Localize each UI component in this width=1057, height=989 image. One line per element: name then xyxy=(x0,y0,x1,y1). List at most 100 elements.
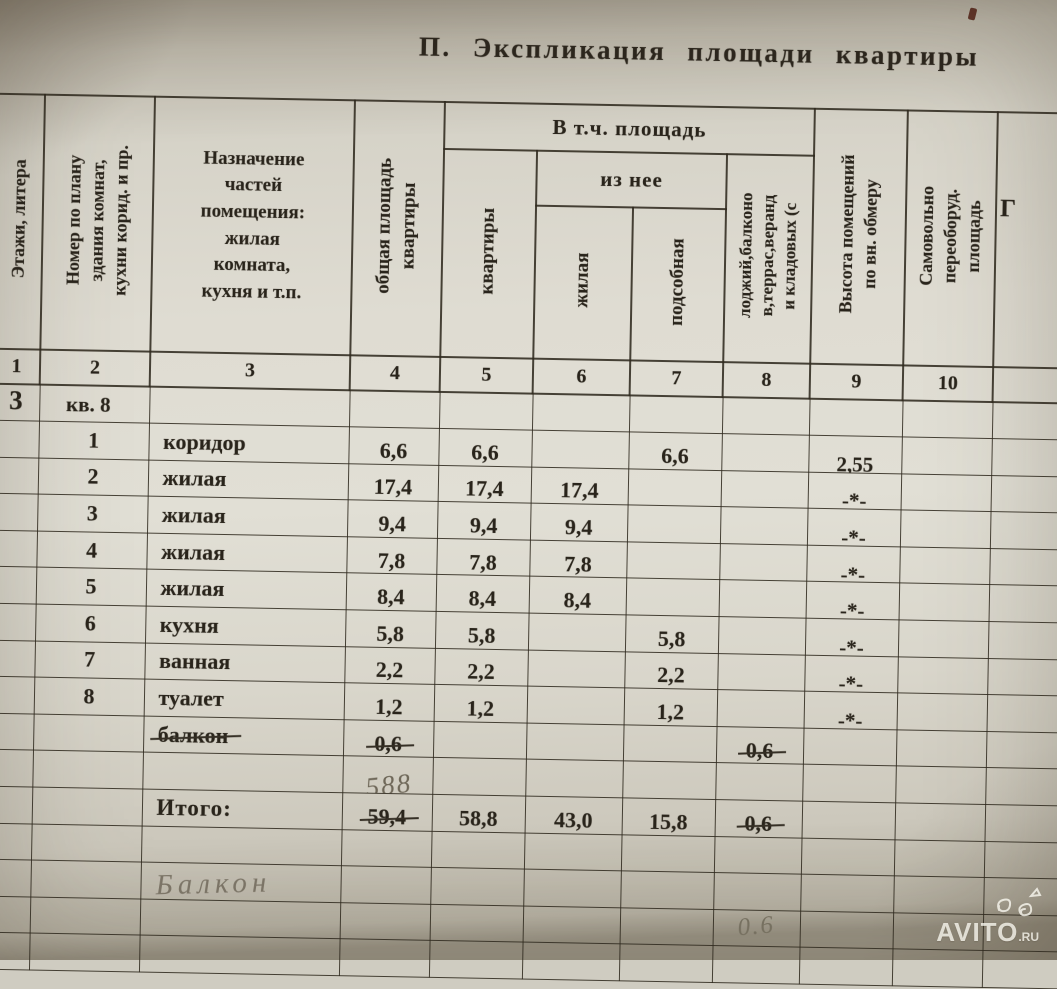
cell-value: 9,4 xyxy=(564,514,593,540)
cell: жилая xyxy=(146,496,348,537)
cell-value: Итого: xyxy=(156,794,233,822)
cell: -*- xyxy=(807,471,902,511)
cell: 17,4 xyxy=(347,463,439,502)
cell-value: жилая xyxy=(162,465,227,492)
cell-value: 1,2 xyxy=(466,695,495,722)
cell-value: 2,2 xyxy=(657,662,685,688)
cell: кухня xyxy=(144,606,346,647)
cell xyxy=(527,649,625,689)
cell xyxy=(0,530,38,568)
cell-value: туалет xyxy=(158,684,225,712)
cell xyxy=(901,400,993,439)
cell: 0,6 xyxy=(342,719,434,758)
cell-value: -*- xyxy=(839,635,864,657)
cell: жилая xyxy=(147,459,349,501)
cell xyxy=(898,583,990,622)
cell xyxy=(29,896,141,936)
cell: 3 xyxy=(0,383,40,422)
cell: -*- xyxy=(806,508,901,547)
cell-value: 5,8 xyxy=(376,620,405,647)
cell-value: кухня xyxy=(159,611,219,638)
cell xyxy=(989,511,1057,550)
column-number: 10 xyxy=(902,365,994,403)
cell xyxy=(720,470,809,509)
cell-value: жилая xyxy=(160,575,225,602)
cell xyxy=(800,837,895,877)
cell xyxy=(988,584,1057,624)
cell xyxy=(525,722,624,762)
cell-value: 6,6 xyxy=(661,442,689,469)
cell: 0.6 xyxy=(712,909,801,948)
cell xyxy=(142,752,343,793)
cell xyxy=(522,905,621,945)
cell xyxy=(0,493,38,531)
cell xyxy=(900,473,992,512)
cell xyxy=(983,841,1057,880)
cell-value: Балкон xyxy=(154,865,272,901)
cell xyxy=(899,546,990,585)
cell xyxy=(149,386,350,427)
cell: 17,4 xyxy=(530,466,629,506)
cell: 9,4 xyxy=(436,501,531,540)
cell xyxy=(525,759,623,798)
cell-value: 6,6 xyxy=(379,437,408,464)
cell-value: 2,2 xyxy=(375,657,404,683)
cell: 4 xyxy=(36,530,147,570)
cell: 9,4 xyxy=(529,503,628,542)
cell: 1 xyxy=(38,421,150,460)
column-number xyxy=(992,367,1057,404)
cell: 588 xyxy=(342,756,433,795)
header-apartment: квартиры xyxy=(440,148,538,359)
cell-value: 5,8 xyxy=(657,625,686,652)
cell xyxy=(627,468,722,507)
cell: 5,8 xyxy=(434,611,529,650)
cell-value: 5,8 xyxy=(467,622,496,648)
cell xyxy=(895,729,987,768)
cell xyxy=(523,832,622,872)
cell xyxy=(985,731,1057,770)
header-auxiliary: подсобная xyxy=(630,207,727,363)
cell: 6,6 xyxy=(348,426,439,466)
cell-value: 43,0 xyxy=(553,806,593,833)
cell-value: 7,8 xyxy=(564,550,592,577)
cell xyxy=(619,907,714,946)
column-number: 8 xyxy=(722,362,811,399)
cell xyxy=(798,947,893,986)
header-purpose: Назначение частей помещения: жилая комна… xyxy=(150,96,355,356)
header-incl-area-group: В т.ч. площадь xyxy=(444,101,815,156)
cell-value: 3 xyxy=(8,385,23,416)
cell: 8,4 xyxy=(435,574,530,614)
cell xyxy=(896,693,988,732)
cell-value: 2,55 xyxy=(836,452,874,474)
cell xyxy=(800,874,894,913)
cell xyxy=(991,402,1057,441)
doodle-scribble-icon xyxy=(997,887,1042,917)
cell-value: 1,2 xyxy=(656,699,685,725)
cell xyxy=(711,945,800,985)
cell: 5,8 xyxy=(624,614,719,654)
cell: балкон xyxy=(142,715,344,757)
cell-value: -*- xyxy=(841,488,867,511)
cell: 7 xyxy=(34,640,145,680)
cell xyxy=(721,433,809,472)
cell-value: кв. 8 xyxy=(65,391,111,417)
cell xyxy=(0,676,35,714)
cell-value: коридор xyxy=(162,428,247,456)
cell xyxy=(0,566,37,605)
cell xyxy=(984,804,1057,843)
cell-value: 8,4 xyxy=(468,585,497,612)
cell-value: -*- xyxy=(839,598,865,620)
cell-value: 0,6 xyxy=(745,737,774,763)
cell-value: 17,4 xyxy=(464,475,504,502)
cell: 6 xyxy=(35,604,146,643)
cell xyxy=(620,834,715,873)
cell: 1,2 xyxy=(433,684,528,723)
cell xyxy=(718,580,807,619)
cell: 7,8 xyxy=(346,536,437,575)
cell xyxy=(432,721,527,760)
cell xyxy=(531,393,630,432)
cell xyxy=(713,836,802,875)
cell: туалет xyxy=(143,679,345,720)
document-title: П. Экспликация площади квартиры xyxy=(418,31,980,72)
cell xyxy=(0,859,31,897)
